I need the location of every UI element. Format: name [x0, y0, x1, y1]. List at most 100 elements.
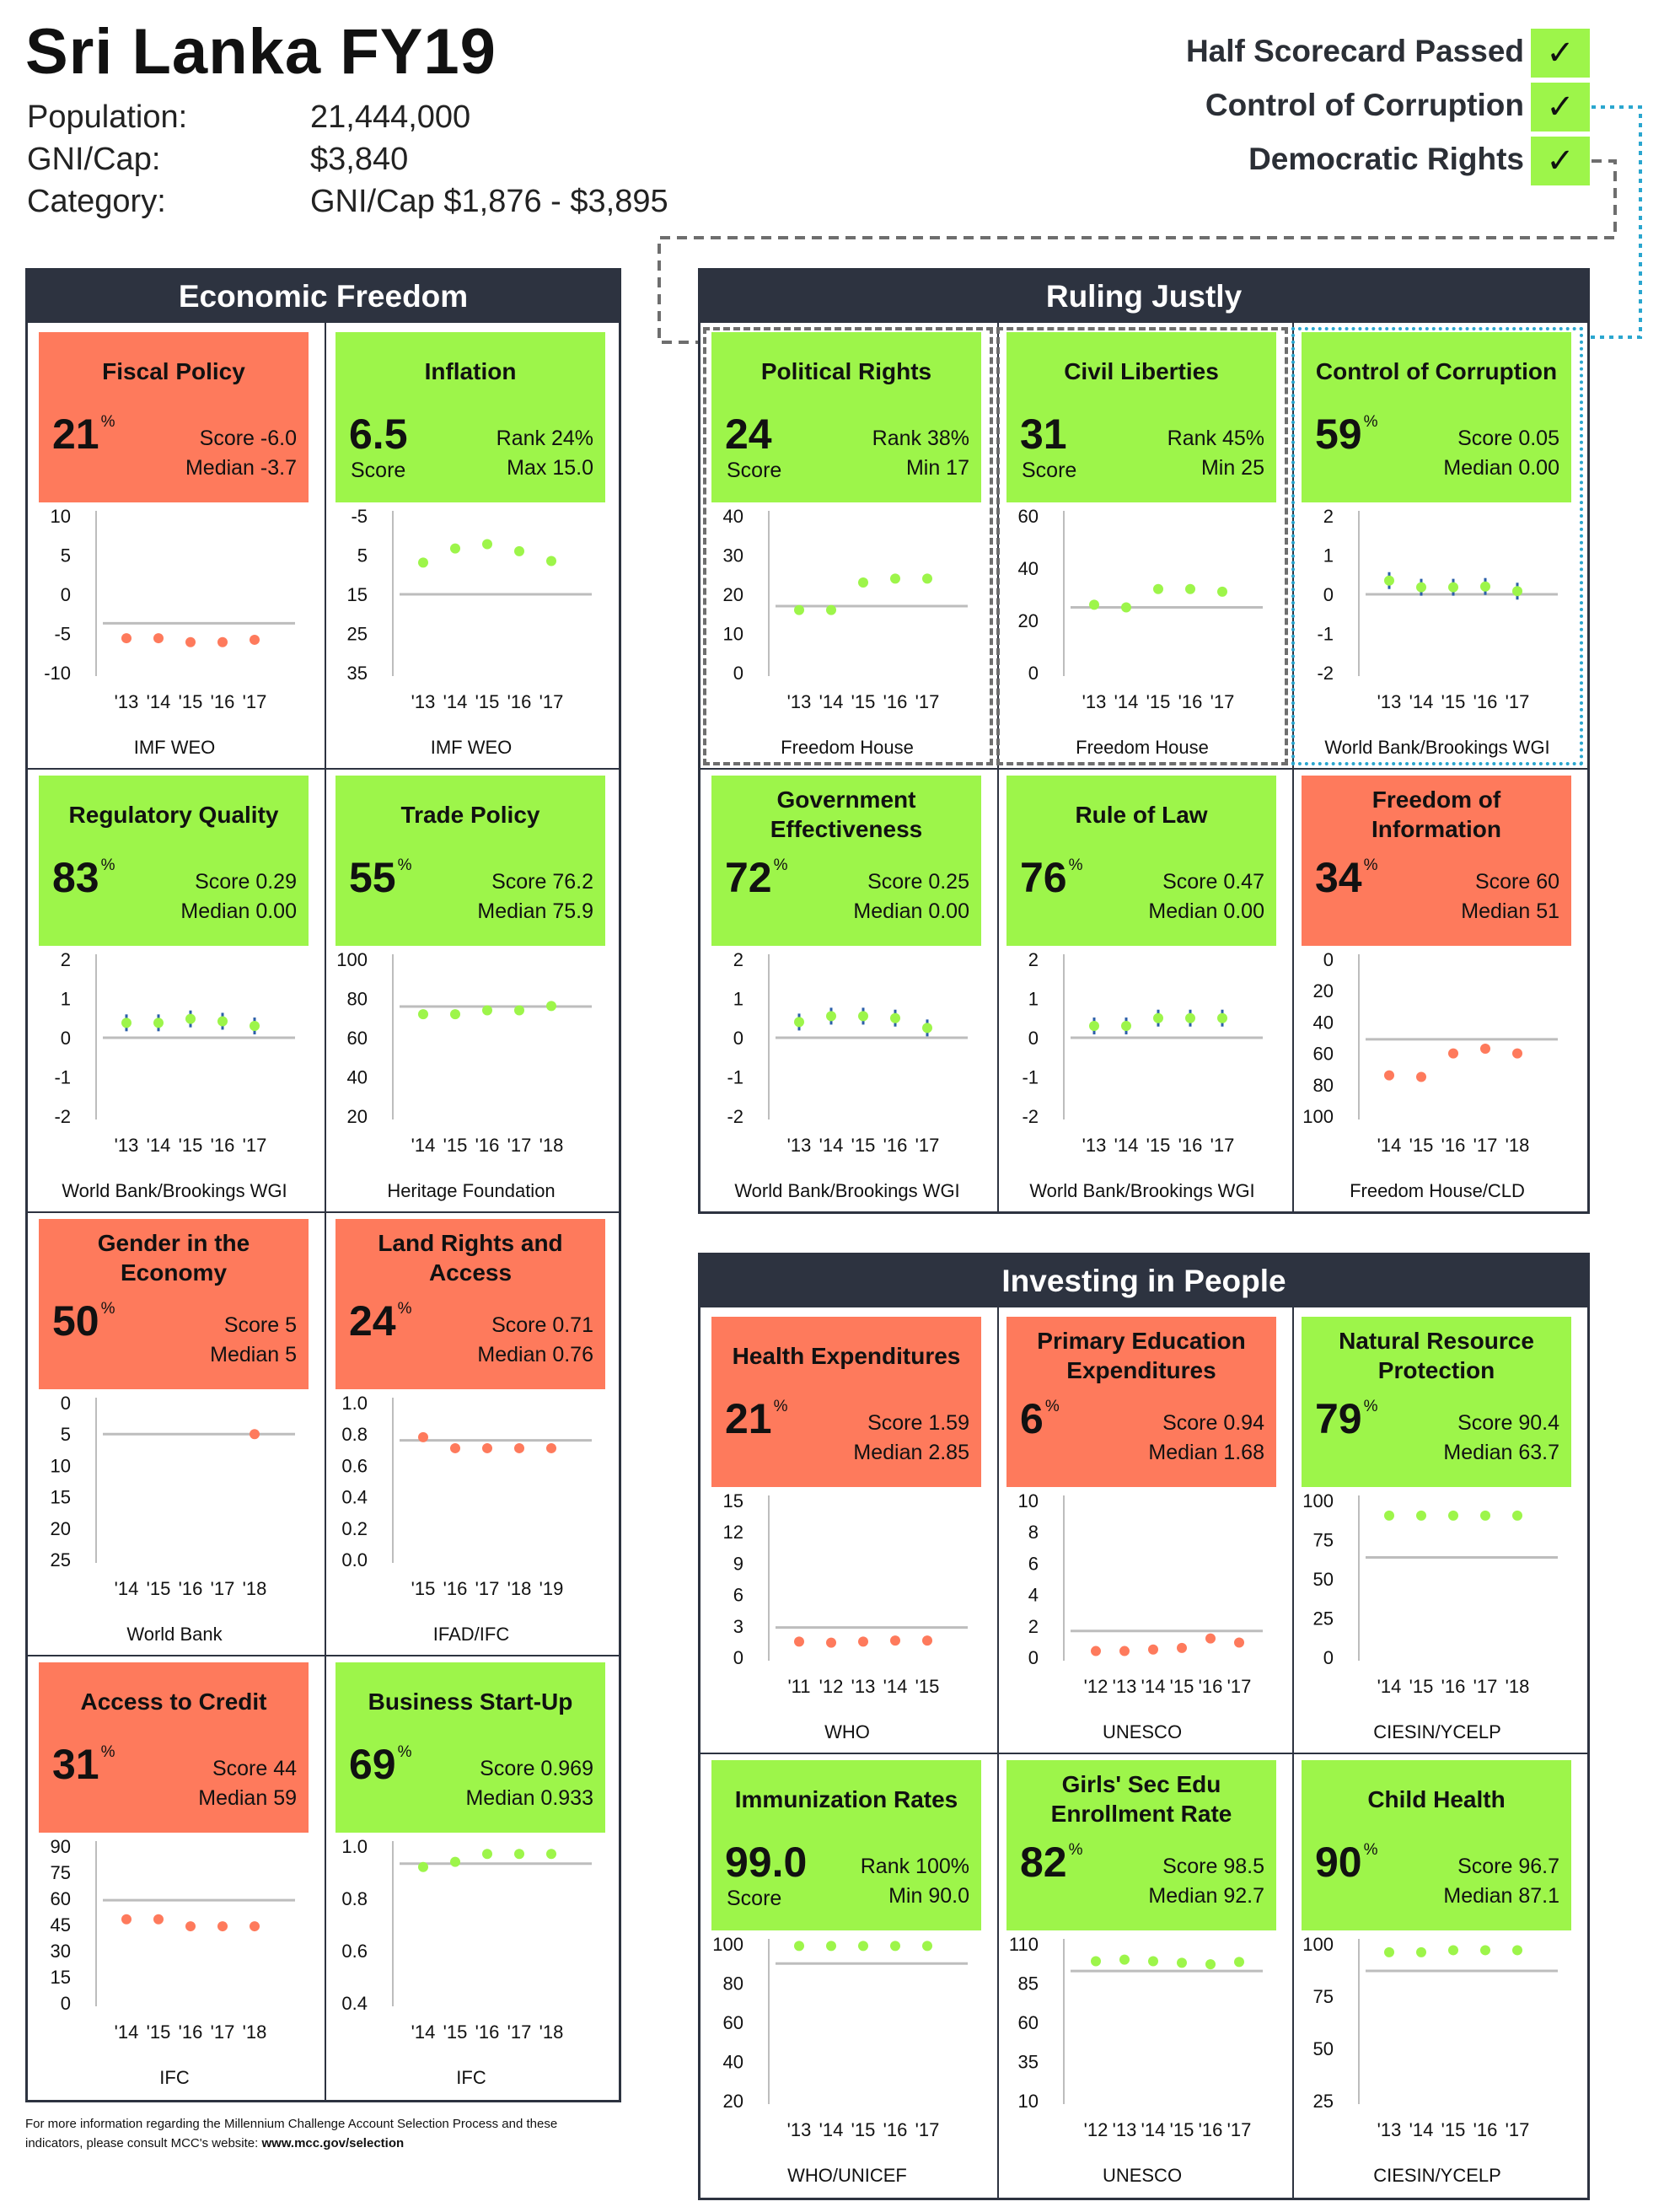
- percentile-sign: %: [100, 1300, 115, 1318]
- percentile-sign: %: [1363, 856, 1378, 874]
- indicator-chart: 40 30 20 10 0 '13 '14 '15 '16 '17: [723, 506, 968, 712]
- y-tick-label: 0: [1028, 1647, 1039, 1668]
- x-tick-label: '15: [147, 2021, 171, 2043]
- data-point: [826, 1637, 836, 1648]
- y-tick-label: 100: [712, 1934, 743, 1955]
- gni-label: GNI/Cap:: [27, 142, 161, 177]
- y-tick-label: 1: [733, 989, 743, 1010]
- y-tick-label: 5: [61, 545, 71, 566]
- indicator-score-box: Child Health 90% Score 96.7 Median 87.1: [1302, 1760, 1571, 1930]
- indicator-regulatory-quality: Regulatory Quality 83% Score 0.29 Median 0.…: [27, 767, 322, 1209]
- y-tick-label: 100: [1302, 1490, 1334, 1511]
- indicator-score-box: Access to Credit 31% Score 44 Median 59: [39, 1662, 309, 1833]
- x-tick-label: '16: [443, 1578, 468, 1599]
- indicator-score-box: Natural Resource Protection 79% Score 90.4…: [1302, 1317, 1571, 1487]
- data-point: [1234, 1957, 1244, 1968]
- divider: [1292, 323, 1294, 1211]
- indicator-value-caption: Score: [351, 459, 406, 482]
- indicator-threshold: Median 1.68: [1148, 1441, 1264, 1464]
- x-tick-label: '13: [851, 1676, 876, 1697]
- indicator-score: Score 1.59: [867, 1411, 969, 1435]
- indicator-title: Immunization Rates: [734, 1785, 958, 1812]
- indicator-chart: 60 40 20 0 '13 '14 '15 '16 '17: [1018, 506, 1263, 712]
- data-point: [514, 1442, 524, 1453]
- x-tick-label: '17: [507, 2021, 532, 2043]
- indicator-natural-resource-protection: Natural Resource Protection 79% Score 90.4…: [1290, 1308, 1585, 1750]
- indicator-girls-sec-edu-enrollment-rate: Girls' Sec Edu Enrollment Rate 82% Score 9…: [995, 1752, 1290, 2193]
- indicator-score: Score 90.4: [1457, 1411, 1559, 1435]
- percentile-sign: %: [1363, 1841, 1378, 1859]
- indicator-value-number: 82: [1020, 1839, 1067, 1886]
- indicator-threshold: Median 5: [210, 1343, 297, 1366]
- x-tick-label: '15: [179, 1135, 203, 1156]
- indicator-score: Score 0.47: [1162, 870, 1264, 894]
- indicator-value-number: 21: [52, 411, 99, 458]
- data-point: [794, 1941, 804, 1952]
- data-point: [1121, 1021, 1131, 1032]
- indicator-chart: 2 1 0 -1 -2 '13 '14 '15 '16 '17: [54, 949, 295, 1156]
- x-tick-label: '15: [851, 2119, 876, 2140]
- y-tick-label: 25: [1313, 2091, 1334, 2112]
- data-point: [1153, 583, 1163, 594]
- x-tick-label: '16: [211, 691, 235, 712]
- indicator-value-number: 79: [1315, 1395, 1362, 1442]
- indicator-chart: 15 12 9 6 3 0 '11 '12 '13 '14 '15: [723, 1490, 968, 1697]
- percentile-sign: %: [397, 1743, 412, 1761]
- indicator-control-of-corruption: Control of Corruption 59% Score 0.05 Median…: [1290, 324, 1585, 765]
- half-scorecard-check-icon: ✓: [1531, 29, 1590, 78]
- y-tick-label: 9: [733, 1553, 743, 1574]
- y-tick-label: -2: [54, 1106, 71, 1127]
- indicator-title: Fiscal Policy: [102, 357, 245, 384]
- data-point: [1089, 1021, 1099, 1032]
- y-tick-label: 15: [51, 1967, 71, 1988]
- x-tick-label: '16: [211, 1135, 235, 1156]
- data-point: [250, 1021, 260, 1032]
- x-tick-label: '13: [115, 691, 139, 712]
- category-label: Category:: [27, 184, 166, 219]
- indicator-chart: 2 1 0 -1 -2 '13 '14 '15 '16 '17: [727, 949, 968, 1156]
- data-point: [153, 1914, 164, 1925]
- data-point: [858, 1011, 868, 1022]
- indicator-score: Score 44: [212, 1757, 297, 1780]
- indicator-score: Rank 24%: [496, 427, 593, 450]
- y-tick-label: 10: [723, 624, 743, 645]
- data-point: [1177, 1642, 1187, 1653]
- data-point: [826, 1941, 836, 1952]
- indicator-value: 79%: [1315, 1394, 1378, 1443]
- indicator-score: Score 60: [1474, 870, 1559, 894]
- footer-note: For more information regarding the Mille…: [25, 2114, 632, 2153]
- x-tick-label: '12: [1084, 1676, 1108, 1697]
- indicator-score: Score 96.7: [1457, 1855, 1559, 1878]
- percentile-sign: %: [1068, 856, 1083, 874]
- y-tick-label: 1.0: [341, 1836, 368, 1857]
- indicator-threshold: Median 0.00: [180, 899, 297, 923]
- y-tick-label: 0: [1323, 949, 1334, 970]
- y-tick-label: 75: [51, 1862, 71, 1883]
- x-tick-label: '15: [1441, 691, 1466, 712]
- y-tick-label: 0.0: [341, 1549, 368, 1570]
- x-tick-label: '15: [1146, 1135, 1171, 1156]
- y-tick-label: -5: [54, 624, 71, 645]
- y-tick-label: 15: [347, 584, 368, 605]
- data-point: [418, 557, 428, 568]
- indicator-source: Freedom House/CLD: [1350, 1180, 1525, 1201]
- divider: [28, 768, 619, 770]
- x-tick-label: '16: [883, 691, 908, 712]
- indicator-title: Gender in the Economy: [97, 1230, 250, 1286]
- data-point: [1416, 1510, 1426, 1521]
- percentile-sign: %: [1068, 1841, 1083, 1859]
- indicator-title: Business Start-Up: [368, 1688, 573, 1715]
- data-point: [1384, 575, 1394, 586]
- indicator-score-box: Inflation 6.5 Score Rank 24% Max 15.0: [335, 332, 605, 502]
- x-tick-label: '14: [1141, 1676, 1166, 1697]
- x-tick-label: '18: [539, 2021, 564, 2043]
- x-tick-label: '17: [475, 1578, 500, 1599]
- mcc-selection-link[interactable]: www.mcc.gov/selection: [261, 2136, 405, 2150]
- indicator-title: Trade Policy: [400, 801, 540, 828]
- data-point: [1480, 1044, 1490, 1055]
- y-tick-label: -1: [54, 1067, 71, 1088]
- x-tick-label: '15: [179, 691, 203, 712]
- indicator-source: Freedom House: [1076, 737, 1209, 758]
- indicator-value-number: 99.0: [725, 1839, 808, 1886]
- indicator-source: World Bank/Brookings WGI: [1029, 1180, 1255, 1201]
